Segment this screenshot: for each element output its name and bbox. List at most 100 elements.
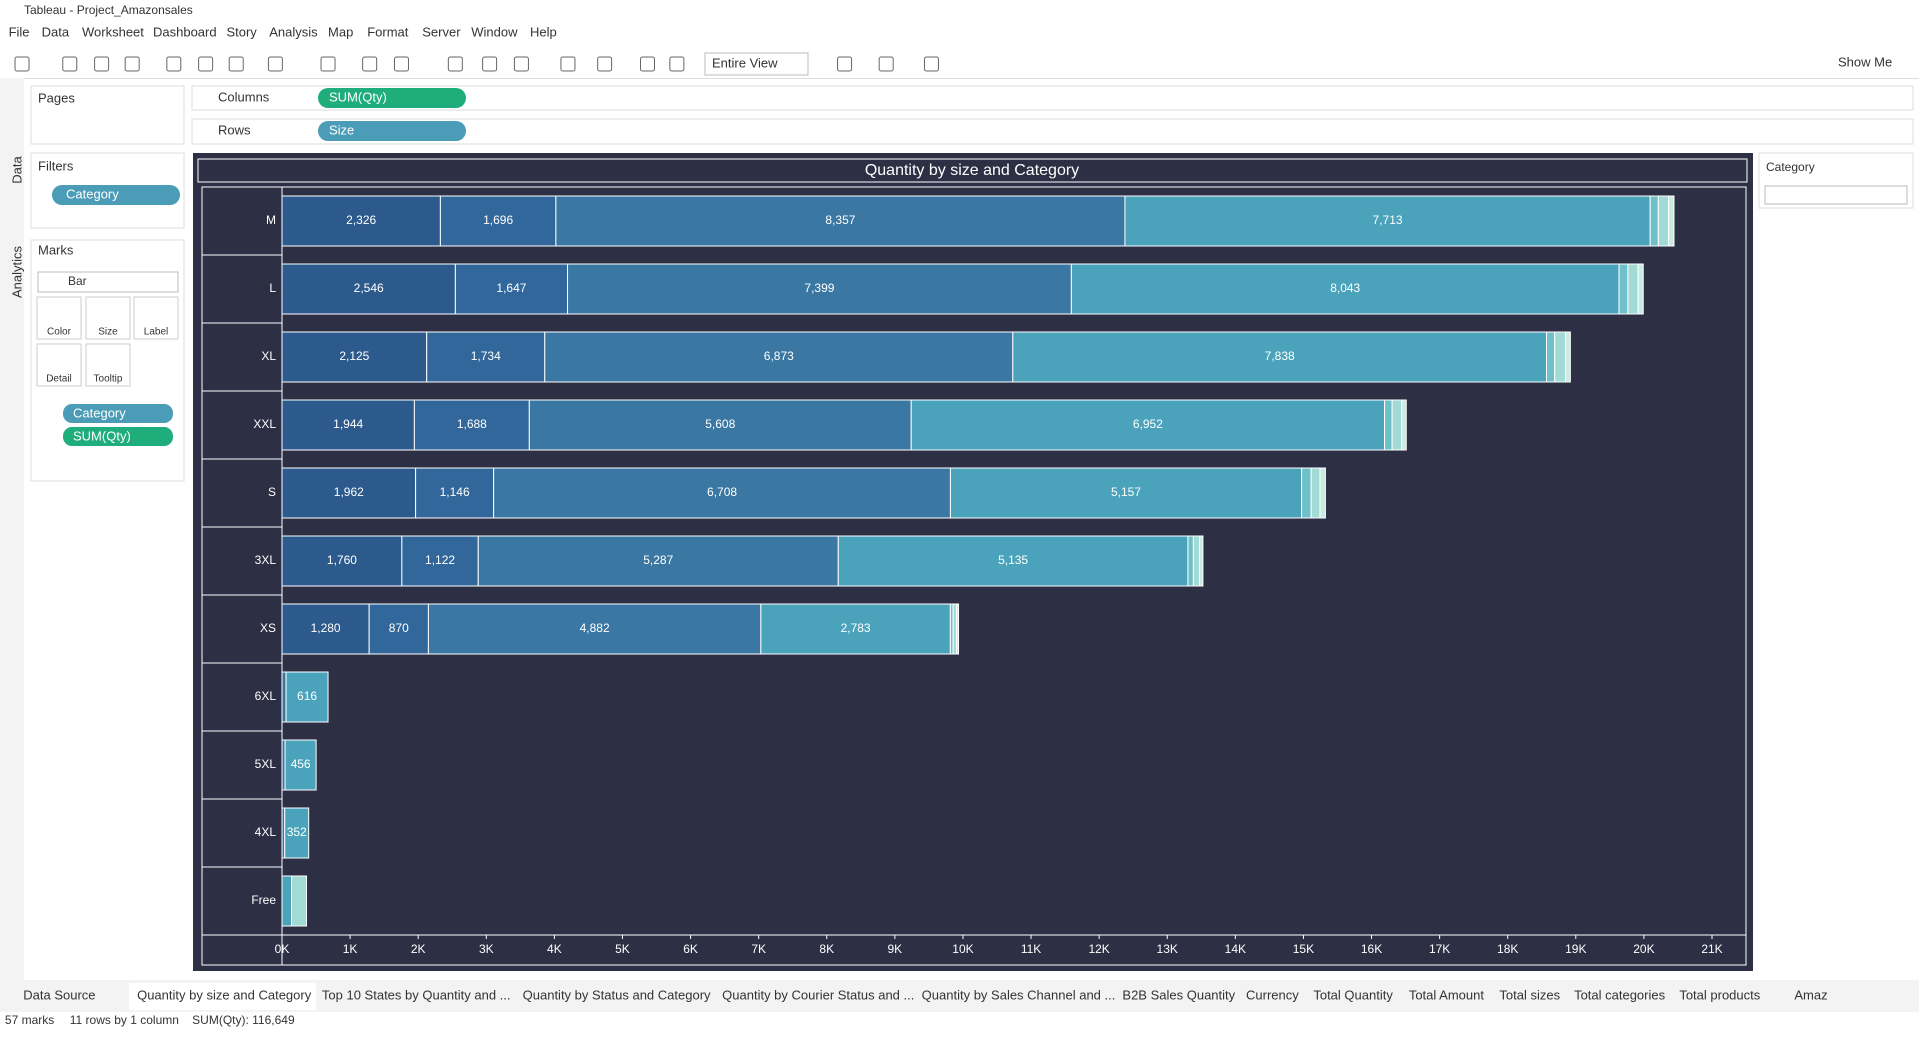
sheet-tab[interactable]: Total Amount xyxy=(1409,987,1485,1002)
filters-card xyxy=(30,152,185,229)
x-tick-label: 4K xyxy=(547,942,562,956)
active-tab xyxy=(129,983,316,1010)
sheet-tab[interactable]: Quantity by Courier Status and ... xyxy=(722,987,914,1002)
toolbar-icon[interactable] xyxy=(837,56,853,72)
toolbar-icon[interactable] xyxy=(198,56,214,72)
sheet-tab[interactable]: Quantity by Sales Channel and ... xyxy=(922,987,1116,1002)
legend-box[interactable] xyxy=(1764,185,1908,205)
toolbar-icon[interactable] xyxy=(639,56,655,72)
toolbar-icon[interactable] xyxy=(923,56,939,72)
toolbar-icon[interactable] xyxy=(393,56,409,72)
toolbar-icon[interactable] xyxy=(62,56,78,72)
bar-segment xyxy=(413,399,530,451)
mark-button-label[interactable]: Label xyxy=(144,327,168,338)
rows-pill[interactable] xyxy=(318,121,466,141)
sheet-tab[interactable]: B2B Sales Quantity xyxy=(1122,987,1235,1002)
toolbar-icon[interactable] xyxy=(228,56,244,72)
toolbar-icon[interactable] xyxy=(166,56,182,72)
toolbar-icon[interactable] xyxy=(94,56,110,72)
toolbar-icon[interactable] xyxy=(513,56,529,72)
toolbar-icon[interactable] xyxy=(320,56,336,72)
sheet-tab[interactable]: Data Source xyxy=(23,987,95,1002)
mark-button[interactable] xyxy=(85,296,131,340)
mark-pill-label[interactable]: Category xyxy=(73,405,126,420)
mark-button-label[interactable]: Tooltip xyxy=(94,374,123,385)
menu-item[interactable]: Map xyxy=(328,24,353,39)
mark-type[interactable]: Bar xyxy=(68,274,87,288)
menu-item[interactable]: Server xyxy=(422,24,461,39)
data-label: 1,146 xyxy=(440,485,470,499)
sheet-tab[interactable]: Amaz xyxy=(1794,987,1827,1002)
side-tab[interactable]: Data xyxy=(9,156,24,184)
mark-button-label[interactable]: Size xyxy=(98,327,118,338)
menu-item[interactable]: Dashboard xyxy=(153,24,217,39)
show-me[interactable]: Show Me xyxy=(1838,54,1892,69)
toolbar-icon[interactable] xyxy=(124,56,140,72)
mark-button[interactable] xyxy=(85,343,131,387)
x-tick-label: 10K xyxy=(952,942,973,956)
data-label: 7,838 xyxy=(1265,349,1295,363)
mark-button-label[interactable]: Detail xyxy=(46,374,72,385)
sheet-tab[interactable]: Quantity by Status and Category xyxy=(523,987,711,1002)
bar-segment xyxy=(1124,195,1651,247)
data-label: 870 xyxy=(389,621,409,635)
mark-type-select[interactable] xyxy=(37,271,179,293)
sheet-tab[interactable]: Total categories xyxy=(1574,987,1666,1002)
toolbar-icon[interactable] xyxy=(14,56,30,72)
data-label: 2,326 xyxy=(346,213,376,227)
menu-item[interactable]: Story xyxy=(226,24,257,39)
bar-segment xyxy=(1319,467,1326,519)
toolbar-icon[interactable] xyxy=(482,56,498,72)
toolbar-icon[interactable] xyxy=(267,56,283,72)
toolbar-icon[interactable] xyxy=(560,56,576,72)
mark-button-label[interactable]: Color xyxy=(47,327,72,338)
sheet-tab[interactable]: Total Quantity xyxy=(1313,987,1393,1002)
side-tab[interactable]: Analytics xyxy=(9,245,24,298)
data-label: 5,287 xyxy=(643,553,673,567)
row-label: Free xyxy=(251,893,276,907)
toolbar-icon[interactable] xyxy=(878,56,894,72)
rows-pill-label[interactable]: Size xyxy=(329,122,354,137)
filter-pill[interactable] xyxy=(52,185,180,205)
mark-button[interactable] xyxy=(36,296,82,340)
mark-pill-label[interactable]: SUM(Qty) xyxy=(73,428,131,443)
mark-button[interactable] xyxy=(133,296,179,340)
columns-pill[interactable] xyxy=(318,88,466,108)
data-label: 4,882 xyxy=(580,621,610,635)
bar-segment xyxy=(1668,195,1675,247)
menu-item[interactable]: File xyxy=(9,24,30,39)
bar-segment xyxy=(910,399,1386,451)
toolbar-icon[interactable] xyxy=(669,56,685,72)
menu-item[interactable]: Worksheet xyxy=(82,24,144,39)
row-label: 4XL xyxy=(255,825,277,839)
menu-item[interactable]: Window xyxy=(471,24,518,39)
data-label: 1,688 xyxy=(457,417,487,431)
mark-button[interactable] xyxy=(36,343,82,387)
sheet-tab[interactable]: Top 10 States by Quantity and ... xyxy=(322,987,511,1002)
x-tick-label: 0K xyxy=(275,942,290,956)
filter-pill-label[interactable]: Category xyxy=(66,186,119,201)
columns-title: Columns xyxy=(218,89,270,104)
columns-pill-label[interactable]: SUM(Qty) xyxy=(329,89,387,104)
sheet-tab[interactable]: Quantity by size and Category xyxy=(137,987,312,1002)
mark-pill[interactable] xyxy=(63,427,173,446)
menu-item[interactable]: Analysis xyxy=(269,24,318,39)
sheet-tab[interactable]: Currency xyxy=(1246,987,1299,1002)
rows-title: Rows xyxy=(218,122,251,137)
bar-segment xyxy=(952,603,957,655)
x-tick-label: 16K xyxy=(1361,942,1382,956)
sheet-tab[interactable]: Total products xyxy=(1679,987,1760,1002)
mark-pill[interactable] xyxy=(63,404,173,423)
toolbar-icon[interactable] xyxy=(447,56,463,72)
fit-dropdown[interactable] xyxy=(704,52,809,76)
sheet-tab[interactable]: Total sizes xyxy=(1499,987,1560,1002)
data-label: 1,944 xyxy=(333,417,363,431)
menu-item[interactable]: Format xyxy=(367,24,409,39)
menu-item[interactable]: Data xyxy=(42,24,70,39)
fit-label[interactable]: Entire View xyxy=(712,55,778,70)
toolbar-icon[interactable] xyxy=(597,56,613,72)
chart-title: Quantity by size and Category xyxy=(865,162,1079,179)
toolbar-icon[interactable] xyxy=(362,56,378,72)
menu-item[interactable]: Help xyxy=(530,24,557,39)
row-label: S xyxy=(268,485,276,499)
